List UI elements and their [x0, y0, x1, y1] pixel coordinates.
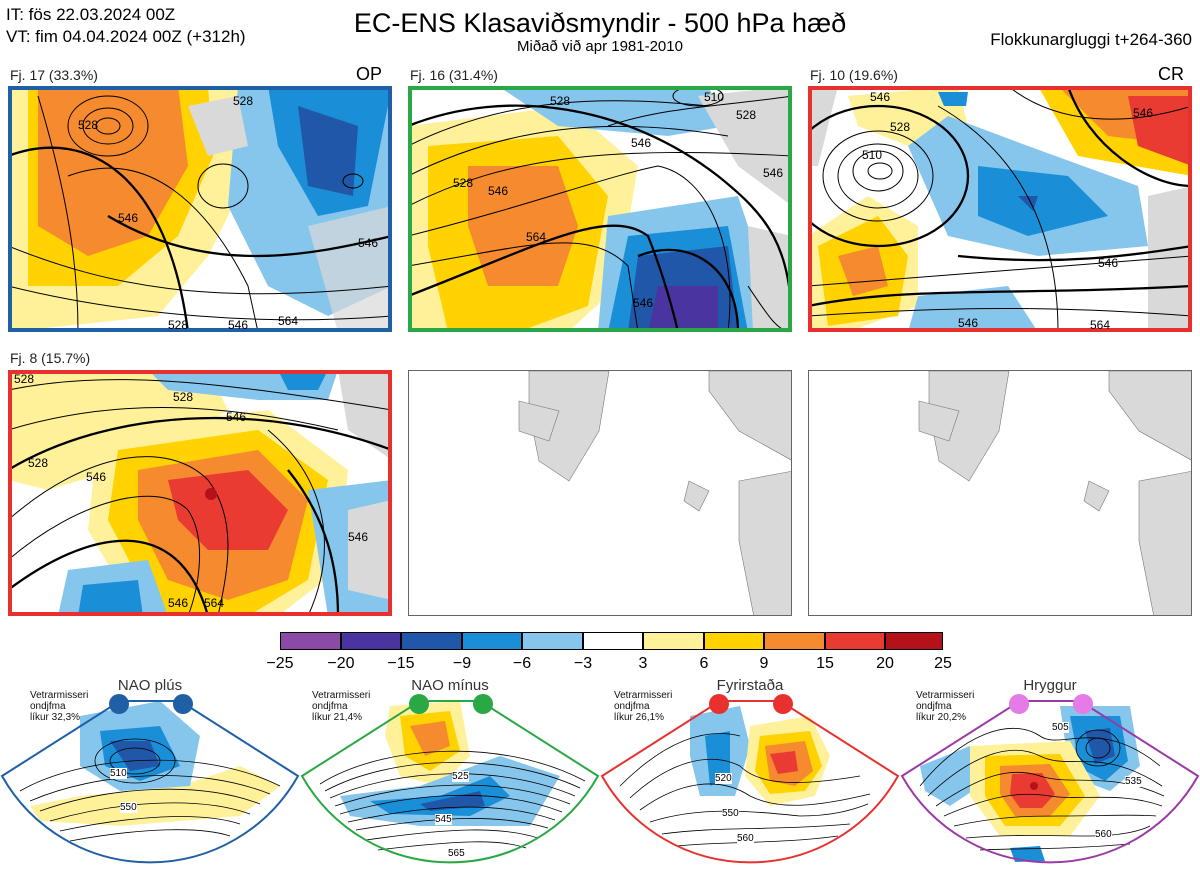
- contour-label: 510: [704, 90, 725, 104]
- contour-label: 546: [633, 296, 654, 310]
- contour-label: 565: [448, 848, 465, 859]
- colorbar-tick: 3: [638, 655, 648, 672]
- cluster-1-label: Fj. 17 (33.3%): [10, 67, 98, 83]
- colorbar-tick: −6: [512, 655, 532, 672]
- contour-label: 546: [86, 470, 107, 484]
- contour-label: 564: [1090, 318, 1111, 332]
- valid-time: VT: fim 04.04.2024 00Z (+312h): [6, 27, 246, 46]
- empty-map-panel: [808, 370, 1192, 616]
- contour-label: 528: [168, 318, 189, 332]
- contour-label: 525: [452, 771, 469, 782]
- colorbar-tick: −9: [452, 655, 472, 672]
- regime-note: Vetrarmisseri ondjfma líkur 32,3%: [30, 690, 89, 723]
- colorbar-swatch: [704, 632, 764, 650]
- contour-label: 546: [358, 236, 379, 250]
- contour-label: 528: [14, 372, 35, 386]
- regime-nao-plus: NAO plús Vetrarmisseri ondjfma líkur 32,…: [0, 676, 300, 871]
- contour-label: 546: [631, 136, 652, 150]
- contour-label: 546: [1133, 106, 1154, 120]
- colorbar-swatch: [643, 632, 704, 650]
- contour-label: 545: [435, 814, 452, 825]
- header-info: IT: fös 22.03.2024 00Z VT: fim 04.04.202…: [6, 4, 246, 48]
- contour-label: 546: [870, 90, 891, 104]
- contour-label: 528: [550, 94, 571, 108]
- cluster-4-label: Fj. 8 (15.7%): [10, 350, 91, 366]
- contour-label: 546: [958, 316, 979, 330]
- colorbar-tick: 20: [876, 655, 894, 672]
- regime-nao-minus: NAO mínus Vetrarmisseri ondjfma líkur 21…: [300, 676, 600, 871]
- cluster-window: Flokkunargluggi t+264-360: [990, 30, 1192, 49]
- regime-title: NAO mínus: [411, 677, 489, 694]
- contour-label: 546: [226, 410, 247, 424]
- colorbar-tick: 15: [816, 655, 834, 672]
- cluster-map-4: 528 528 546 528 546 546 546 564: [8, 370, 392, 616]
- contour-label: 510: [110, 768, 127, 779]
- regime-note: Vetrarmisseri ondjfma líkur 20,2%: [916, 690, 975, 723]
- cluster-map-1: 528 546 528 546 528 546 564: [8, 86, 392, 332]
- page-subtitle: Miðað við apr 1981-2010: [517, 38, 683, 55]
- contour-label: 528: [233, 94, 254, 108]
- contour-label: 546: [1098, 256, 1119, 270]
- colorbar-swatch: [583, 632, 643, 650]
- contour-label: 564: [278, 314, 299, 328]
- colorbar-tick: 25: [934, 655, 952, 672]
- colorbar-swatch: [401, 632, 462, 650]
- cluster-1-tag: OP: [356, 64, 383, 84]
- regime-note: Vetrarmisseri ondjfma líkur 21,4%: [312, 690, 371, 723]
- colorbar-swatch: [885, 632, 943, 650]
- colorbar-swatch: [280, 632, 341, 650]
- contour-label: 528: [736, 108, 757, 122]
- regime-title: NAO plús: [117, 677, 183, 694]
- contour-label: 528: [890, 120, 911, 134]
- colorbar-tick: −20: [327, 655, 355, 672]
- colorbar-swatch: [825, 632, 885, 650]
- contour-label: 528: [173, 390, 194, 404]
- cluster-2-label: Fj. 16 (31.4%): [410, 67, 498, 83]
- contour-label: 560: [1095, 829, 1112, 840]
- contour-label: 528: [78, 118, 99, 132]
- regime-note: Vetrarmisseri ondjfma líkur 26,1%: [614, 690, 673, 723]
- contour-label: 535: [1125, 776, 1142, 787]
- cluster-map-2: 528 528 510 528 546 546 564 546 546: [408, 86, 792, 332]
- colorbar-swatch: [764, 632, 825, 650]
- contour-label: 546: [228, 318, 249, 332]
- contour-label: 564: [204, 596, 225, 610]
- contour-label: 564: [526, 230, 547, 244]
- contour-label: 528: [453, 176, 474, 190]
- contour-label: 546: [348, 530, 369, 544]
- contour-label: 546: [763, 166, 784, 180]
- colorbar-tick: 9: [759, 655, 769, 672]
- contour-label: 520: [715, 773, 732, 784]
- page-title: EC-ENS Klasaviðsmyndir - 500 hPa hæð: [353, 8, 847, 38]
- contour-label: 546: [168, 596, 189, 610]
- contour-label: 546: [488, 184, 509, 198]
- contour-label: 528: [28, 456, 49, 470]
- colorbar-tick: −15: [387, 655, 415, 672]
- contour-label: 510: [862, 148, 883, 162]
- contour-label: 560: [737, 833, 754, 844]
- contour-label: 550: [120, 802, 137, 813]
- colorbar-swatch: [522, 632, 583, 650]
- regime-title: Fyrirstaða: [716, 677, 784, 694]
- colorbar-tick: 6: [699, 655, 709, 672]
- colorbar-swatch: [462, 632, 522, 650]
- regime-ridge: Hryggur Vetrarmisseri ondjfma líkur 20,2…: [900, 676, 1200, 871]
- colorbar-tick: −25: [266, 655, 294, 672]
- colorbar-swatch: [341, 632, 401, 650]
- contour-label: 505: [1052, 722, 1069, 733]
- cluster-3-label: Fj. 10 (19.6%): [810, 67, 898, 83]
- init-time: IT: fös 22.03.2024 00Z: [6, 5, 176, 24]
- contour-label: 550: [722, 808, 739, 819]
- cluster-3-tag: CR: [1158, 64, 1184, 84]
- regime-title: Hryggur: [1023, 677, 1077, 694]
- colorbar-tick: −3: [573, 655, 593, 672]
- cluster-map-3: 546 528 546 510 546 546 564: [808, 86, 1192, 332]
- contour-label: 546: [118, 211, 139, 225]
- empty-map-panel: [408, 370, 792, 616]
- regime-blocking: Fyrirstaða Vetrarmisseri ondjfma líkur 2…: [600, 676, 900, 871]
